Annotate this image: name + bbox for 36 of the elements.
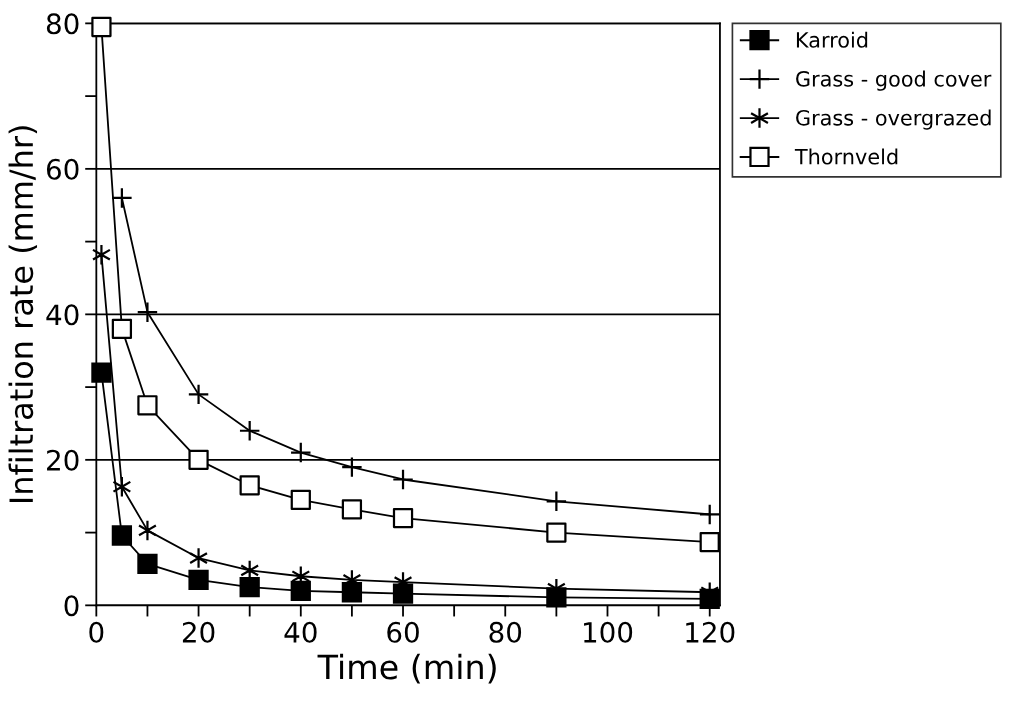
point xyxy=(239,577,260,598)
y-tick-label: 20 xyxy=(47,449,79,471)
x-tick-label: 120 xyxy=(686,621,735,643)
point xyxy=(111,187,133,209)
point xyxy=(187,383,210,406)
point xyxy=(238,419,261,442)
x-tick-label: 20 xyxy=(182,621,215,643)
point xyxy=(698,503,721,526)
point xyxy=(136,301,159,323)
y-tick-label: 0 xyxy=(64,595,79,617)
point xyxy=(91,362,112,383)
point xyxy=(341,456,363,478)
y-axis-title: Infiltration rate (mm/hr) xyxy=(8,126,38,502)
point xyxy=(137,553,158,575)
x-tick-label: 80 xyxy=(489,621,522,643)
point xyxy=(392,468,414,491)
point xyxy=(545,490,568,513)
x-tick-label: 60 xyxy=(387,621,419,643)
y-tick-label: 80 xyxy=(46,13,79,35)
legend-label: Grass - overgrazed xyxy=(796,109,991,130)
point xyxy=(137,519,157,542)
x-tick-label: 100 xyxy=(584,621,633,643)
point xyxy=(111,525,133,546)
legend-label: Karroid xyxy=(796,31,868,48)
y-tick-label: 60 xyxy=(46,158,79,180)
y-tick-label: 40 xyxy=(46,304,79,326)
x-tick-label: 40 xyxy=(284,621,317,643)
legend-label: Thornveld xyxy=(794,148,898,165)
point xyxy=(189,547,209,569)
x-axis-title: Time (min) xyxy=(317,653,496,684)
legend-label: Grass - good cover xyxy=(796,70,992,91)
x-tick-label: 0 xyxy=(89,621,104,643)
point xyxy=(91,243,111,266)
point xyxy=(290,580,311,601)
point xyxy=(289,441,312,464)
point xyxy=(188,569,209,591)
